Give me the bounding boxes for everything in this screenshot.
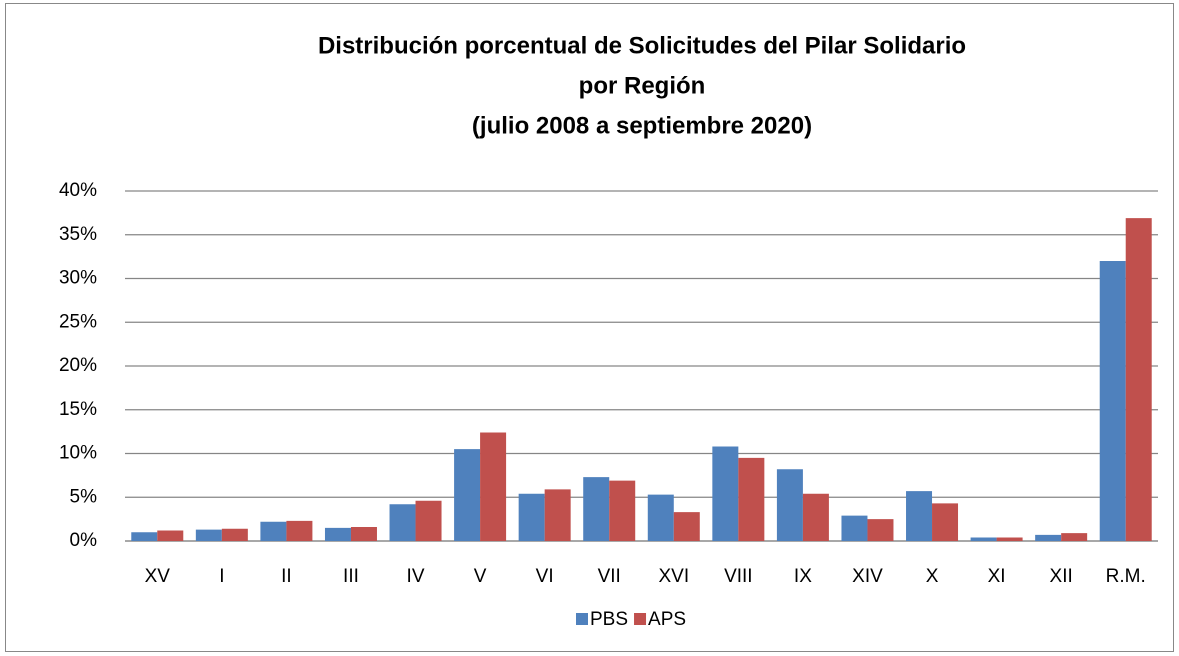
y-tick-label: 40% (59, 180, 97, 201)
bar (324, 527, 351, 541)
bar (454, 449, 481, 541)
bar (932, 503, 959, 541)
bar (712, 446, 739, 541)
y-tick-label: 20% (59, 355, 97, 376)
chart-title: (julio 2008 a septiembre 2020) (472, 112, 812, 139)
x-tick-label: VI (536, 566, 554, 587)
chart-title: por Región (579, 72, 706, 99)
bar (131, 532, 158, 541)
bar (195, 529, 222, 541)
y-tick-label: 25% (59, 311, 97, 332)
bar (841, 515, 868, 541)
bar (776, 469, 803, 541)
y-tick-label: 35% (59, 224, 97, 245)
x-tick-label: XIV (852, 566, 883, 587)
y-tick-label: 30% (59, 268, 97, 289)
bar (996, 537, 1023, 541)
x-tick-label: VII (598, 566, 621, 587)
legend-swatch (634, 613, 647, 625)
y-tick-label: 10% (59, 443, 97, 464)
bar (350, 527, 377, 541)
x-tick-label: VIII (724, 566, 753, 587)
bar (867, 519, 894, 541)
x-tick-label: XV (145, 566, 171, 587)
y-tick-label: 5% (70, 486, 98, 507)
legend-label: PBS (590, 609, 628, 630)
bar (544, 489, 571, 541)
bar (1125, 218, 1152, 541)
bar (673, 512, 700, 541)
bar (738, 457, 765, 541)
x-tick-label: III (343, 566, 359, 587)
legend-label: APS (648, 609, 686, 630)
x-tick-label: IX (794, 566, 812, 587)
y-tick-label: 15% (59, 399, 97, 420)
bar (970, 537, 997, 541)
x-tick-label: XII (1050, 566, 1073, 587)
x-tick-label: X (926, 566, 939, 587)
x-tick-label: II (281, 566, 292, 587)
chart-frame (5, 3, 1174, 652)
bar (647, 494, 674, 541)
x-tick-label: XVI (658, 566, 689, 587)
bar (802, 493, 829, 541)
bar (260, 521, 287, 541)
y-tick-label: 0% (70, 530, 98, 551)
bar (583, 477, 610, 541)
x-tick-label: IV (407, 566, 425, 587)
bar (415, 500, 442, 541)
bar (389, 504, 416, 541)
legend-swatch (576, 613, 588, 625)
bar (1035, 534, 1062, 541)
bar (1061, 533, 1088, 541)
bar (906, 491, 933, 541)
bar (157, 530, 184, 541)
chart-title: Distribución porcentual de Solicitudes d… (318, 32, 966, 59)
bar (518, 493, 545, 541)
x-tick-label: I (219, 566, 224, 587)
x-tick-label: V (474, 566, 487, 587)
bar (480, 432, 507, 541)
bar (609, 480, 636, 541)
bar (286, 520, 313, 541)
bar (221, 528, 248, 541)
x-tick-label: R.M. (1106, 566, 1146, 587)
bar (1099, 261, 1126, 541)
x-tick-label: XI (988, 566, 1006, 587)
